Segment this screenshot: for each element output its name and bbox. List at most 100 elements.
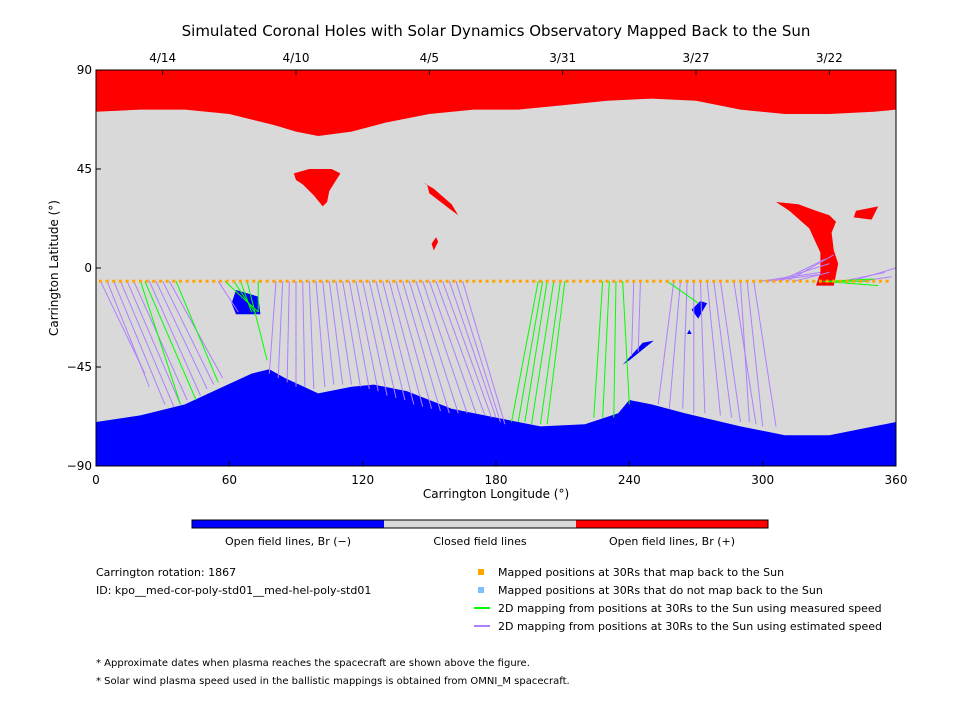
y-axis-label: Carrington Latitude (°) [47, 200, 61, 336]
legend-label-estimated: 2D mapping from positions at 30Rs to the… [498, 620, 882, 633]
mapped-point [565, 279, 569, 283]
estimated-mapping-line [315, 281, 326, 387]
mapped-point [212, 279, 216, 283]
mapped-point [732, 279, 736, 283]
colorbar-label-open-negative: Open field lines, Br (−) [225, 535, 351, 548]
estimated-mapping-line [415, 281, 459, 414]
mapped-point [852, 279, 856, 283]
mapped-point [618, 279, 622, 283]
measured-mapping-line [239, 281, 253, 313]
mapped-point [538, 279, 542, 283]
mapped-point [298, 279, 302, 283]
mapped-point [125, 279, 129, 283]
mapped-point [832, 279, 836, 283]
mapped-point [185, 279, 189, 283]
mapped-point [645, 279, 649, 283]
mapped-point [225, 279, 229, 283]
x-tick-label: 0 [92, 473, 100, 487]
mapped-point [292, 279, 296, 283]
mapped-point [665, 279, 669, 283]
mapped-point [572, 279, 576, 283]
estimated-mapping-line [268, 281, 277, 374]
estimated-mapping-line [375, 281, 406, 401]
y-tick-label: −90 [67, 459, 92, 473]
date-tick-label: 4/10 [283, 51, 310, 65]
mapped-point [105, 279, 109, 283]
estimated-mapping-line [408, 281, 450, 414]
x-tick-label: 60 [222, 473, 237, 487]
mapped-point [845, 279, 849, 283]
estimated-mapping-line [435, 281, 486, 416]
measured-mapping-line [546, 281, 566, 425]
y-tick-label: 0 [84, 261, 92, 275]
mapped-point [672, 279, 676, 283]
mapped-point [132, 279, 136, 283]
mapped-point [398, 279, 402, 283]
colorbar-frame [191, 519, 769, 529]
estimated-mapping-line [217, 280, 239, 313]
estimated-mapping-line [368, 281, 397, 398]
x-axis-label: Carrington Longitude (°) [423, 487, 569, 501]
mapped-point [765, 279, 769, 283]
estimated-mapping-line [780, 258, 826, 282]
mapped-point [825, 279, 829, 283]
estimated-mapping-line [706, 281, 721, 416]
y-tick-label: 45 [77, 162, 92, 176]
plot-area [95, 69, 897, 467]
mapped-point [718, 279, 722, 283]
mapped-point [338, 279, 342, 283]
mapped-point [652, 279, 656, 283]
mapped-point [365, 279, 369, 283]
measured-mapping-line [224, 280, 259, 313]
mapped-point [632, 279, 636, 283]
mapped-point [192, 279, 196, 283]
measured-mapping-line [139, 281, 181, 405]
mapped-point [238, 279, 242, 283]
estimated-mapping-line [631, 281, 635, 357]
mapped-point [412, 279, 416, 283]
estimated-mapping-line [308, 281, 315, 390]
mapped-point [245, 279, 249, 283]
mapped-point [625, 279, 629, 283]
estimated-mapping-line [148, 280, 201, 396]
mapped-point [812, 279, 816, 283]
estimated-mapping-line [113, 281, 166, 405]
estimated-mapping-line [335, 281, 353, 385]
note-speed: * Solar wind plasma speed used in the ba… [96, 676, 570, 687]
mapped-point [325, 279, 329, 283]
mapped-point [98, 279, 102, 283]
estimated-mapping-line [302, 281, 306, 387]
mapped-point [532, 279, 536, 283]
legend-swatch-mapped [478, 569, 484, 575]
estimated-mapping-line [719, 281, 741, 423]
mapped-point [178, 279, 182, 283]
positive-coronal-hole [431, 237, 439, 251]
mapped-point [778, 279, 782, 283]
estimated-mapping-line [462, 281, 506, 425]
mapped-point [165, 279, 169, 283]
mapped-point [158, 279, 162, 283]
mapped-point [705, 279, 709, 283]
mapped-point [638, 279, 642, 283]
mapped-point [678, 279, 682, 283]
measured-mapping-line [622, 281, 630, 405]
estimated-mapping-line [773, 263, 830, 282]
mapped-point [758, 279, 762, 283]
mapped-point [252, 279, 256, 283]
estimated-mapping-line [455, 281, 501, 423]
mapped-point [318, 279, 322, 283]
measured-mapping-line [822, 280, 879, 287]
positive-coronal-hole [293, 169, 341, 207]
mapped-point [378, 279, 382, 283]
x-tick-label: 120 [351, 473, 374, 487]
positive-coronal-hole [853, 206, 879, 220]
estimated-mapping-line [133, 280, 188, 401]
estimated-mapping-line [395, 281, 433, 409]
mapped-point [658, 279, 662, 283]
mapped-point [265, 279, 269, 283]
mapped-point [885, 279, 889, 283]
estimated-mapping-line [286, 281, 290, 383]
estimated-mapping-line [126, 281, 181, 405]
colorbar-open-negative [192, 520, 384, 528]
estimated-mapping-line [786, 254, 835, 282]
